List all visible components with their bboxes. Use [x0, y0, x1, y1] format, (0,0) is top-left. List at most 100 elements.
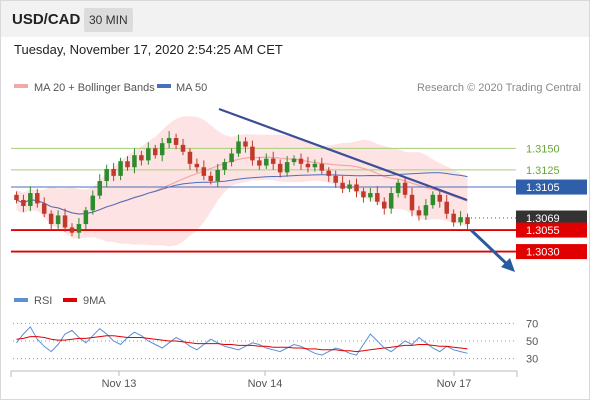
- candle-body: [298, 158, 304, 164]
- candle-body: [347, 184, 352, 189]
- candle-body: [382, 201, 387, 209]
- moving-averages: [16, 156, 468, 215]
- pair-title: USD/CAD: [12, 11, 81, 28]
- last_price-label: 1.3069: [526, 213, 560, 225]
- header-bar: USD/CAD 30 MIN: [1, 1, 589, 37]
- candle-body: [28, 193, 33, 206]
- candle-body: [291, 158, 297, 163]
- candle-body: [395, 182, 401, 194]
- ma20-legend-swatch: [14, 84, 28, 88]
- ma50-line: [16, 172, 468, 215]
- candle-body: [264, 158, 269, 166]
- candle-body: [48, 213, 54, 225]
- candle-body: [180, 144, 186, 152]
- candle-body: [146, 148, 151, 161]
- x-axis: Nov 13 Nov 14 Nov 17: [10, 370, 518, 390]
- rsi-level-label: 30: [526, 354, 538, 366]
- candle-body: [423, 205, 429, 216]
- candle-body: [166, 138, 172, 144]
- support_1-label-box: [516, 222, 587, 238]
- candle-body: [319, 163, 325, 171]
- candle-body: [159, 143, 165, 156]
- candle-body: [69, 227, 75, 233]
- candle-body: [139, 155, 144, 161]
- ma20-legend-label: MA 20 + Bollinger Bands: [34, 82, 155, 94]
- candle-body: [444, 201, 449, 214]
- candle-body: [236, 141, 241, 154]
- candle-body: [187, 151, 193, 164]
- candle-body: [97, 181, 102, 196]
- timestamp: Tuesday, November 17, 2020 2:54:25 AM CE…: [14, 42, 283, 57]
- candle-body: [111, 168, 116, 176]
- candle-body: [305, 163, 311, 168]
- candle-body: [458, 217, 463, 223]
- candle-body: [451, 213, 456, 223]
- rsi-line: [16, 326, 468, 356]
- candle-body: [83, 210, 89, 225]
- candle-body: [257, 160, 262, 166]
- candle-body: [153, 148, 158, 156]
- last_price-label-box: [516, 210, 587, 226]
- support_2-label: 1.3030: [526, 247, 560, 259]
- candles: [14, 131, 470, 239]
- x-tick-label: Nov 17: [437, 378, 472, 390]
- candle-body: [430, 194, 436, 206]
- bollinger-band-area: [16, 116, 468, 247]
- candle-body: [284, 162, 290, 173]
- candle-body: [312, 163, 318, 168]
- candle-body: [14, 194, 19, 200]
- bollinger-bands: [16, 116, 468, 247]
- candle-body: [340, 182, 345, 189]
- rsi-level-label: 50: [526, 336, 538, 348]
- annotations: [218, 107, 515, 272]
- candle-body: [333, 175, 338, 183]
- candle-body: [277, 163, 283, 173]
- candle-body: [222, 162, 227, 170]
- candle-body: [208, 175, 214, 182]
- x-tick-label: Nov 13: [102, 378, 137, 390]
- pivot-label: 1.3105: [526, 182, 560, 194]
- candle-body: [173, 138, 179, 145]
- projection-arrow-head: [501, 258, 515, 272]
- support_1-label: 1.3055: [526, 225, 560, 237]
- candle-body: [375, 193, 380, 202]
- candle-body: [354, 184, 359, 192]
- candle-body: [90, 195, 96, 211]
- candle-body: [270, 158, 276, 164]
- candle-body: [194, 163, 200, 168]
- candle-body: [361, 191, 366, 198]
- candle-body: [388, 193, 394, 209]
- candle-body: [35, 193, 40, 204]
- ma50-legend-label: MA 50: [176, 82, 207, 94]
- rsi-level-label: 70: [526, 318, 538, 330]
- resistance_1-label: 1.3125: [526, 165, 560, 177]
- candle-body: [215, 169, 220, 182]
- rsi-legend-label: RSI: [34, 295, 52, 307]
- projection-arrow-shaft: [469, 228, 511, 268]
- candle-body: [326, 170, 331, 176]
- candle-body: [62, 215, 68, 228]
- trendline: [218, 107, 468, 202]
- candle-body: [104, 168, 109, 182]
- rsi-panel: 70 50 30: [13, 318, 538, 366]
- candle-body: [465, 217, 470, 225]
- candle-body: [118, 161, 123, 176]
- candle-body: [76, 224, 82, 233]
- pivot-label-box: [516, 179, 587, 195]
- candle-body: [229, 153, 234, 163]
- rsi-ma-legend-swatch: [63, 298, 77, 302]
- timeframe-badge[interactable]: 30 MIN: [84, 8, 133, 32]
- candle-body: [416, 210, 422, 216]
- candle-body: [409, 194, 415, 211]
- x-tick-label: Nov 14: [248, 378, 283, 390]
- candle-body: [201, 167, 207, 176]
- resistance_2-label: 1.3150: [526, 143, 560, 155]
- rsi-ma-legend-label: 9MA: [83, 295, 106, 307]
- source-credit: Research © 2020 Trading Central: [417, 82, 581, 94]
- candle-body: [55, 215, 61, 225]
- rsi-legend-swatch: [14, 298, 28, 302]
- candle-body: [21, 199, 26, 206]
